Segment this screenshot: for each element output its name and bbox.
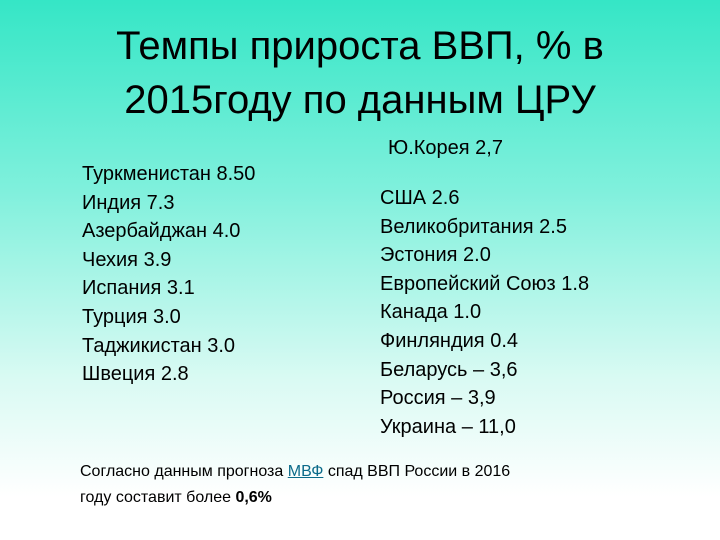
list-item: Азербайджан 4.0 [82, 220, 241, 243]
list-item: Испания 3.1 [82, 277, 195, 300]
note-text: году составит более [80, 489, 236, 506]
note-text: спад ВВП России в 2016 [323, 463, 511, 480]
title-line: Темпы прироста ВВП, % в [116, 24, 604, 68]
list-item: Финляндия 0.4 [380, 329, 518, 352]
note-text: Согласно данным прогноза [80, 463, 288, 480]
list-item: Турция 3.0 [82, 305, 181, 328]
list-item: Чехия 3.9 [82, 248, 172, 271]
title-line: 2015году по данным ЦРУ [124, 78, 596, 122]
list-item: Великобритания 2.5 [380, 215, 567, 238]
list-item: Европейский Союз 1.8 [380, 272, 590, 295]
left-list: Туркменистан 8.50 Индия 7.3 Азербайджан 4.… [82, 160, 255, 389]
right-top-item: Ю.Корея 2,7 [388, 137, 503, 159]
list-item: Украина – 11,0 [380, 415, 516, 438]
list-item: Таджикистан 3.0 [82, 334, 236, 357]
list-item: Индия 7.3 [82, 191, 175, 214]
note: Согласно данным прогноза МВФ спад ВВП Ро… [80, 459, 510, 511]
note-link[interactable]: МВФ [287, 463, 324, 480]
right-list: США 2.6 Великобритания 2.5 Эстония 2.0 Евро… [380, 184, 589, 441]
list-item: Беларусь – 3,6 [380, 358, 518, 381]
list-item: Туркменистан 8.50 [82, 163, 256, 185]
note-bold: 0,6% [235, 489, 272, 506]
list-item: Канада 1.0 [380, 301, 482, 324]
list-item: Россия – 3,9 [380, 387, 496, 410]
list-item: Эстония 2.0 [380, 244, 491, 267]
list-item: Швеция 2.8 [82, 363, 189, 386]
list-item: США 2.6 [380, 187, 460, 209]
